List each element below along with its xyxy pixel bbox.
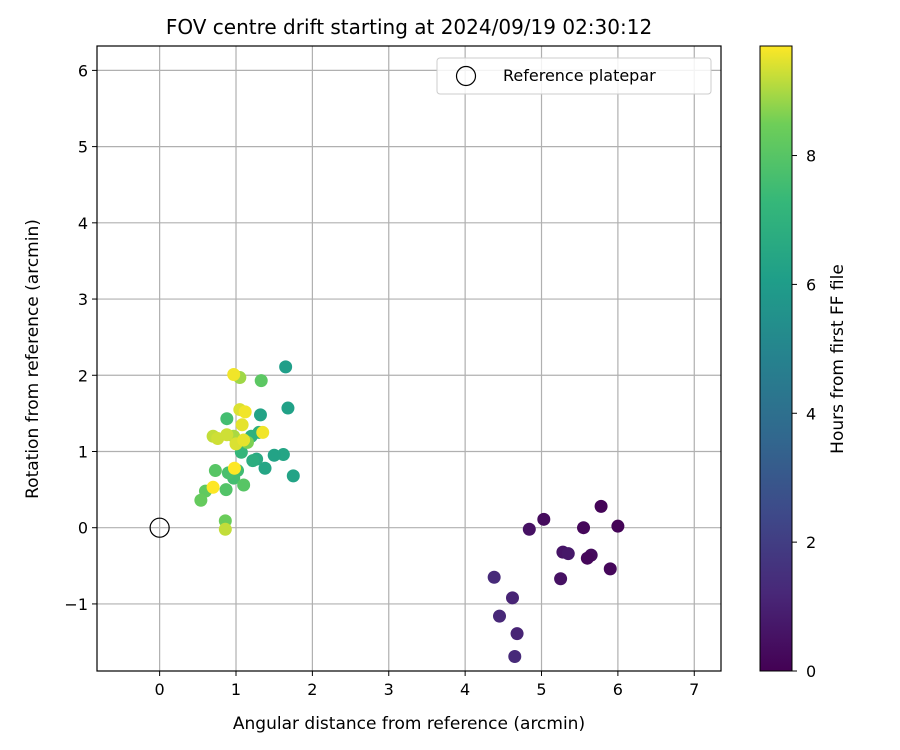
x-tick-label: 0 xyxy=(155,680,165,699)
x-tick-label: 2 xyxy=(307,680,317,699)
plot-frame xyxy=(96,45,722,672)
y-tick-label: −1 xyxy=(64,595,88,614)
y-tick-label: 1 xyxy=(78,442,88,461)
scatter-point xyxy=(253,408,267,422)
reference-platepar-point xyxy=(149,517,170,538)
scatter-point xyxy=(580,551,594,565)
scatter-point xyxy=(281,401,295,415)
y-axis-label: Rotation from reference (arcmin) xyxy=(23,219,43,499)
grid-lines xyxy=(97,46,721,671)
x-tick-label: 1 xyxy=(231,680,241,699)
scatter-point xyxy=(194,493,208,507)
scatter-point xyxy=(238,405,252,419)
scatter-point xyxy=(237,478,251,492)
legend: Reference platepar xyxy=(436,57,712,95)
scatter-point xyxy=(561,547,575,561)
scatter-point xyxy=(208,464,222,478)
x-axis-ticks: 0 1 2 3 4 5 6 7 xyxy=(155,671,699,699)
scatter-point xyxy=(493,609,507,623)
scatter-point xyxy=(510,627,524,641)
y-tick-label: 4 xyxy=(78,214,88,233)
x-tick-label: 5 xyxy=(536,680,546,699)
scatter-point xyxy=(220,428,234,442)
y-tick-label: 3 xyxy=(78,290,88,309)
y-tick-label: 5 xyxy=(78,138,88,157)
scatter-point xyxy=(258,461,272,475)
y-tick-label: 0 xyxy=(78,519,88,538)
scatter-point xyxy=(522,522,536,536)
x-tick-label: 6 xyxy=(613,680,623,699)
colorbar-tick-label: 6 xyxy=(806,275,816,294)
y-tick-label: 6 xyxy=(78,61,88,80)
scatter-point xyxy=(220,412,234,426)
scatter-point xyxy=(235,418,249,432)
chart-title: FOV centre drift starting at 2024/09/19 … xyxy=(166,15,652,39)
scatter-point xyxy=(554,572,568,586)
scatter-point xyxy=(219,483,233,497)
colorbar-tick-label: 2 xyxy=(806,533,816,552)
scatter-point xyxy=(218,522,232,536)
scatter-point xyxy=(246,454,260,468)
scatter-point xyxy=(611,519,625,533)
colorbar-label: Hours from first FF file xyxy=(828,264,848,454)
scatter-point xyxy=(603,562,617,576)
x-tick-label: 7 xyxy=(689,680,699,699)
x-tick-label: 3 xyxy=(384,680,394,699)
colorbar: 0 2 4 6 8 Hours from first FF file xyxy=(759,45,848,681)
colorbar-tick-label: 8 xyxy=(806,147,816,166)
scatter-point xyxy=(505,591,519,605)
legend-box xyxy=(436,57,712,95)
y-axis-ticks: −1 0 1 2 3 4 5 6 xyxy=(64,61,97,614)
scatter-point xyxy=(286,469,300,483)
scatter-point xyxy=(227,461,241,475)
x-axis-label: Angular distance from reference (arcmin) xyxy=(233,714,585,734)
colorbar-tick-label: 4 xyxy=(806,404,816,423)
scatter-point xyxy=(256,425,270,439)
scatter-point xyxy=(487,570,501,584)
legend-label: Reference platepar xyxy=(503,66,656,85)
scatter-point xyxy=(577,521,591,535)
scatter-point xyxy=(237,433,251,447)
data-points xyxy=(149,360,625,664)
scatter-point xyxy=(206,480,220,494)
legend-marker-open-circle xyxy=(455,65,477,87)
scatter-point xyxy=(594,499,608,513)
scatter-point xyxy=(279,360,293,374)
scatter-point xyxy=(267,448,281,462)
colorbar-tick-label: 0 xyxy=(806,662,816,681)
y-tick-label: 2 xyxy=(78,366,88,385)
scatter-point xyxy=(227,368,241,382)
scatter-point xyxy=(254,374,268,388)
colorbar-gradient xyxy=(759,45,793,672)
colorbar-ticks: 0 2 4 6 8 xyxy=(792,147,816,681)
scatter-point xyxy=(508,650,522,664)
x-tick-label: 4 xyxy=(460,680,470,699)
scatter-point xyxy=(537,512,551,526)
